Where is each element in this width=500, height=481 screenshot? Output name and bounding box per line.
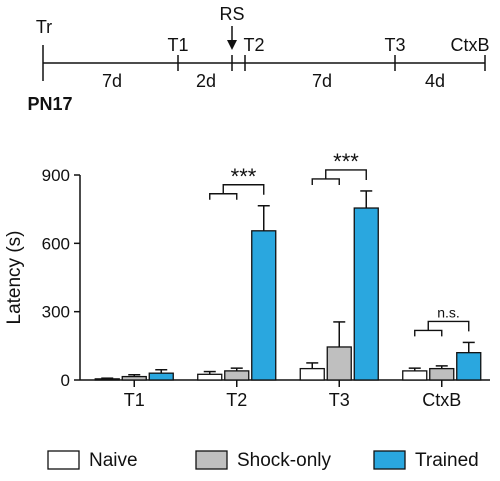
timeline-interval-1: 7d [102,71,122,91]
timeline-interval-3: 7d [312,71,332,91]
significance-bracket-inner [311,178,340,185]
significance-bracket-outer [325,169,367,180]
x-tick-label: CtxB [422,390,461,410]
timeline-event-label: RS [219,4,244,24]
bar [251,230,277,381]
legend-label: Naive [89,450,138,471]
legend-swatch [373,450,406,470]
y-axis-label: Latency (s) [4,231,25,325]
timeline-marker-ctxb: CtxB [450,35,489,55]
timeline-marker-t1: T1 [167,35,188,55]
y-tick-label: 300 [42,303,70,322]
bar [197,373,223,381]
bar [456,352,482,381]
bar [224,370,250,381]
timeline-interval-4: 4d [425,71,445,91]
significance-bracket-inner [209,193,238,200]
legend-swatch [47,450,80,470]
significance-label: n.s. [437,304,460,320]
significance-label: *** [231,164,257,189]
bar-chart: 0 300 600 900 Latency (s) T1 T2 T3 CtxB *** *** n.s… [4,149,490,410]
x-tick-label: T3 [329,390,350,410]
bar [353,207,379,381]
x-tick-label: T1 [124,390,145,410]
legend-label: Trained [415,450,479,471]
legend-label: Shock-only [237,450,331,471]
timeline-marker-t3: T3 [384,35,405,55]
significance-bracket-outer [427,320,470,332]
bar [94,378,120,381]
timeline-interval-2: 2d [196,71,216,91]
significance-label: *** [333,149,359,174]
bar [429,367,455,381]
bar [402,370,428,381]
significance-bracket-inner [414,329,443,337]
legend: Naive Shock-only Trained [47,450,479,471]
bar [121,375,147,381]
x-tick-label: T2 [226,390,247,410]
timeline-marker-t2: T2 [243,35,264,55]
bar [326,346,352,381]
significance-bracket-outer [222,184,265,195]
timeline: Tr PN17 T1 RS T2 T3 CtxB 7d 2d 7d 4d [27,4,489,114]
legend-swatch [195,450,228,470]
bar [148,372,174,381]
y-tick-label: 600 [42,234,70,253]
y-tick-label: 0 [61,371,70,390]
y-tick-label: 900 [42,166,70,185]
bar [299,367,325,381]
timeline-start-marker: Tr [36,17,52,37]
down-arrow-icon [227,26,237,50]
timeline-start-label: PN17 [27,94,72,114]
